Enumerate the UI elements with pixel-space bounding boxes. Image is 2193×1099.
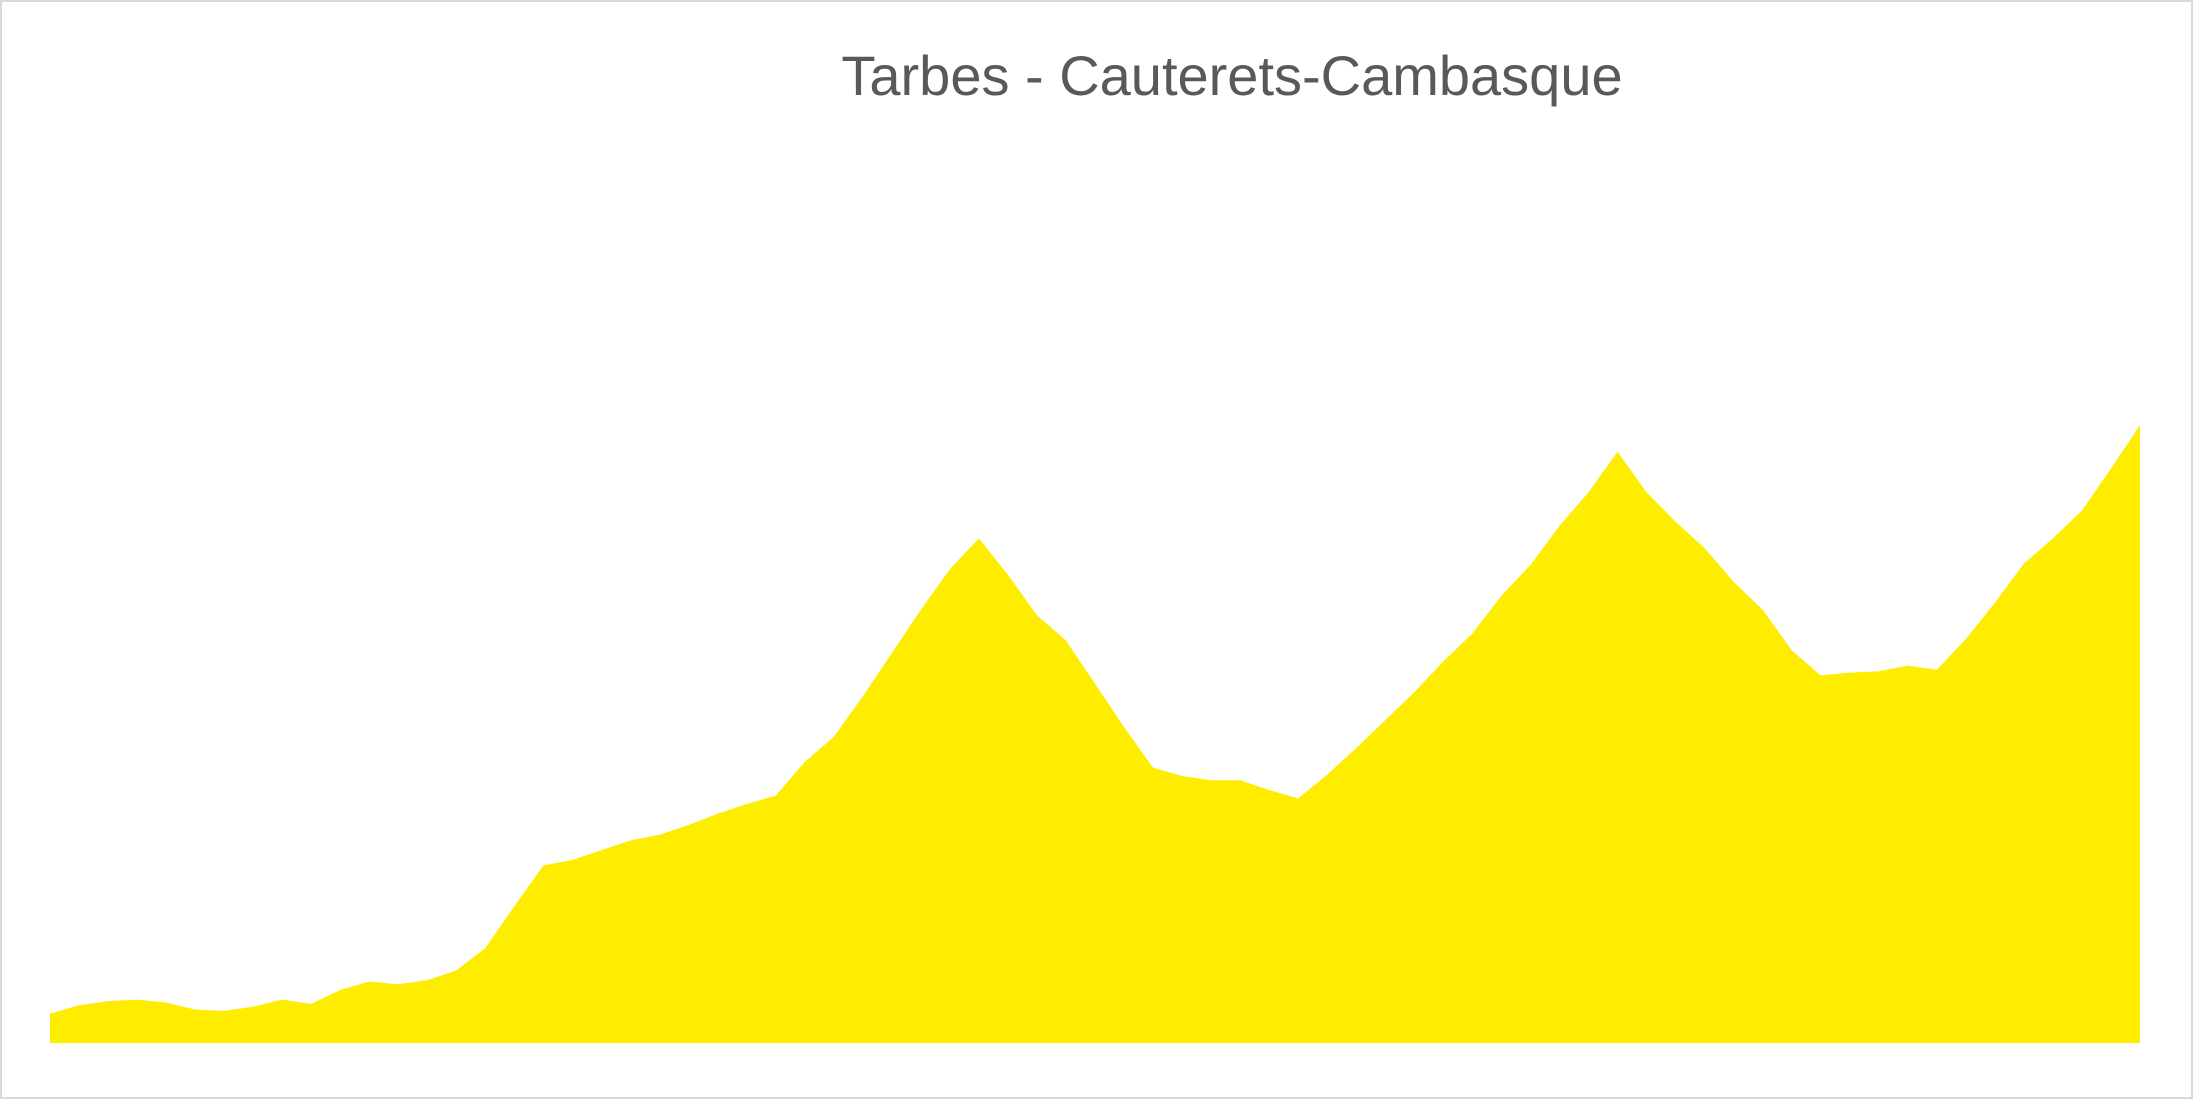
chart-title: Tarbes - Cauterets-Cambasque: [841, 44, 1622, 107]
area: [50, 425, 2140, 1043]
